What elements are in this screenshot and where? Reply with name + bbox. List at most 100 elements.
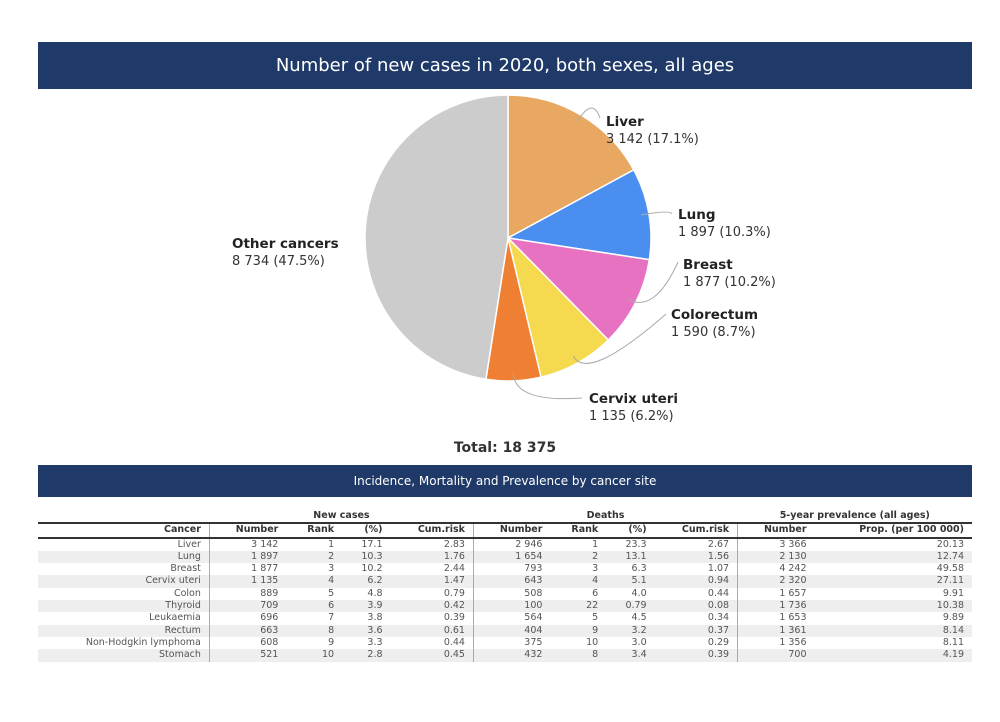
table-row: Rectum 663 8 3.6 0.61 404 9 3.2 0.37 1 361 8.14 <box>38 624 972 637</box>
table-cell: 521 <box>260 649 279 661</box>
table-cell: 27.11 <box>936 575 964 587</box>
table-cell: 23.3 <box>625 538 647 550</box>
pie-slice-other-cancers <box>364 94 509 381</box>
table-cell: 6 <box>328 600 335 612</box>
table-cell: 4 242 <box>779 563 807 575</box>
table-cell: 13.1 <box>625 550 647 562</box>
table-cell: 0.42 <box>390 600 474 613</box>
table-cell: 2.8 <box>367 649 383 661</box>
table-cell: 0.79 <box>390 587 474 601</box>
table-row: Thyroid 709 6 3.9 0.42 100 22 0.79 0.08 1 736 10.3… <box>38 600 972 613</box>
table-cell: 8 <box>328 624 335 636</box>
table-cell: 9 <box>328 636 335 648</box>
column-header: Rank <box>550 523 607 539</box>
table-cell: 3 <box>592 563 599 575</box>
table-cell: 0.79 <box>625 600 647 612</box>
table-cell: 2 <box>328 550 335 562</box>
column-header: Rank <box>286 523 343 539</box>
table-cell: 432 <box>524 649 543 661</box>
table-cell: 3.2 <box>631 624 647 636</box>
table-cell: 4.0 <box>631 587 647 599</box>
column-header: Number <box>209 523 287 539</box>
table-cell: 9 <box>592 624 599 636</box>
table-cell: 4.8 <box>367 587 383 599</box>
table-cell: 1 897 <box>251 550 279 562</box>
table-cell: 7 <box>328 612 335 624</box>
table-row: Cervix uteri 1 135 4 6.2 1.47 643 4 5.1 0.94 2 32… <box>38 575 972 588</box>
table-cell: Colon <box>38 587 210 601</box>
table-cell: 0.39 <box>390 612 474 625</box>
table-cell: 1 877 <box>251 563 279 575</box>
table-cell: 0.94 <box>654 575 739 588</box>
group-header: Deaths <box>473 510 738 525</box>
table-cell: Liver <box>38 537 210 551</box>
table-cell: Breast <box>38 563 210 576</box>
table-cell: 4.5 <box>631 612 647 624</box>
table-cell: 663 <box>260 624 279 636</box>
table-cell: 100 <box>524 600 543 612</box>
table-cell: 3.4 <box>631 649 647 661</box>
table-title: Incidence, Mortality and Prevalence by c… <box>353 474 657 488</box>
table-cell: 10.2 <box>361 563 383 575</box>
data-table: New cases Deaths 5-year prevalence (all ag… <box>38 510 972 662</box>
table-cell: 508 <box>524 587 543 599</box>
table-cell: 10 <box>322 649 335 661</box>
slice-label-breast: Breast 1 877 (10.2%) <box>683 257 776 290</box>
table-cell: 1 361 <box>779 624 807 636</box>
table-cell: 1 654 <box>515 550 543 562</box>
table-row: Liver 3 142 1 17.1 2.83 2 946 1 23.3 2.67 3 366 20… <box>38 537 972 551</box>
table-row: Stomach 521 10 2.8 0.45 432 8 3.4 0.39 700 4.19 <box>38 649 972 662</box>
slice-label-cervix: Cervix uteri 1 135 (6.2%) <box>589 391 679 424</box>
table-cell: Lung <box>38 550 210 564</box>
table-cell: 10 <box>586 636 599 648</box>
table-cell: 0.45 <box>390 649 474 662</box>
table-cell: 8.11 <box>942 636 964 648</box>
table-cell: 3.9 <box>367 600 383 612</box>
table-cell: Non-Hodgkin lymphoma <box>38 636 210 650</box>
column-header: Number <box>737 523 815 539</box>
pie-slice-breast <box>505 236 651 342</box>
table-cell: 889 <box>260 587 279 599</box>
table-cell: 2.44 <box>390 563 474 576</box>
table-cell: 2 320 <box>779 575 807 587</box>
slice-label-colorectum: Colorectum 1 590 (8.7%) <box>671 307 759 340</box>
table-cell: 1 736 <box>779 600 807 612</box>
column-header: Cum.risk <box>654 523 739 539</box>
table-cell: 8.14 <box>942 624 964 636</box>
table-cell: Stomach <box>38 649 210 662</box>
table-cell: 700 <box>788 649 807 661</box>
table-cell: 6.2 <box>367 575 383 587</box>
table-row: Colon 889 5 4.8 0.79 508 6 4.0 0.44 1 657 9.91 <box>38 587 972 601</box>
table-cell: 709 <box>260 600 279 612</box>
table-cell: 4 <box>592 575 599 587</box>
table-cell: 3.6 <box>367 624 383 636</box>
table-cell: 0.61 <box>390 624 474 637</box>
table-cell: 10.38 <box>936 600 964 612</box>
slice-label-liver: Liver 3 142 (17.1%) <box>606 114 699 147</box>
table-cell: 1 <box>592 538 599 550</box>
table-cell: 1 356 <box>779 636 807 648</box>
table-cell: 1.76 <box>390 550 474 564</box>
leader-line <box>627 261 679 303</box>
leader-line <box>576 107 601 123</box>
table-cell: 49.58 <box>936 563 964 575</box>
table-cell: 2.67 <box>654 537 739 551</box>
table-cell: 564 <box>524 612 543 624</box>
column-header: (%) <box>606 523 655 539</box>
table-cell: 8 <box>592 649 599 661</box>
table-cell: 10.3 <box>361 550 383 562</box>
table-cell: 793 <box>524 563 543 575</box>
table-cell: 2 946 <box>515 538 543 550</box>
table-cell: 9.89 <box>942 612 964 624</box>
table-cell: 375 <box>524 636 543 648</box>
table-cell: 12.74 <box>936 550 964 562</box>
table-cell: 1 657 <box>779 587 807 599</box>
table-cell: 0.39 <box>654 649 739 662</box>
table-cell: 17.1 <box>361 538 383 550</box>
table-cell: 0.37 <box>654 624 739 637</box>
table-cell: 2 <box>592 550 599 562</box>
table-cell: 0.08 <box>654 600 739 613</box>
table-cell: 0.34 <box>654 612 739 625</box>
table-cell: 1.07 <box>654 563 739 576</box>
